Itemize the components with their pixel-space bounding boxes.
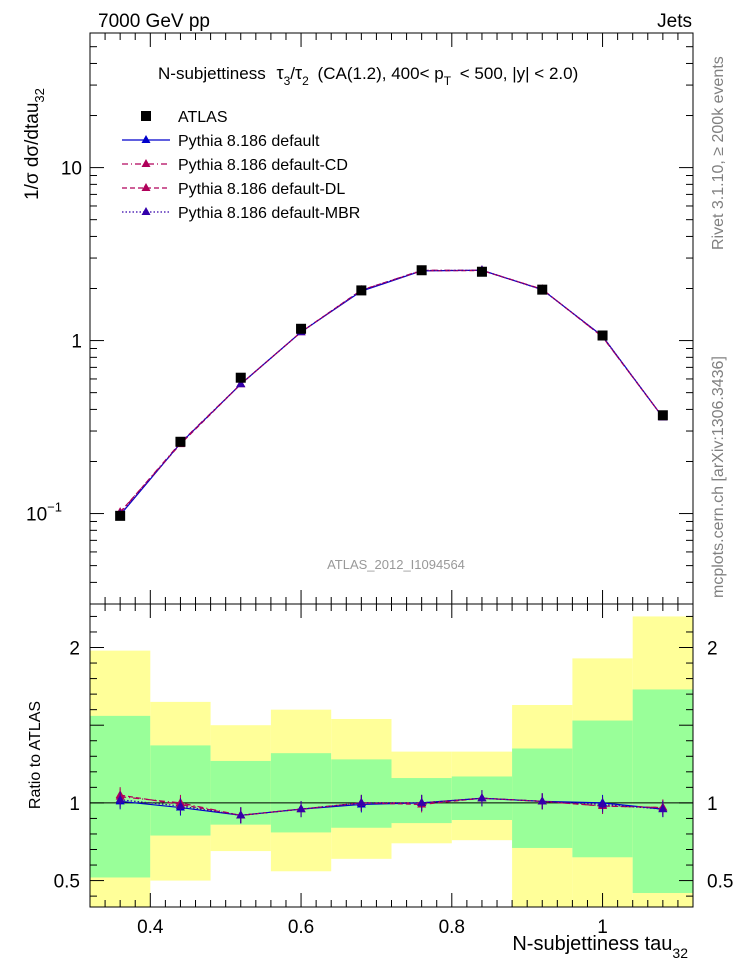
legend-label: Pythia 8.186 default-CD [178, 157, 348, 174]
atlas-data-point [235, 372, 246, 383]
legend-label: Pythia 8.186 default-MBR [178, 205, 360, 222]
analysis-id-label: ATLAS_2012_I1094564 [327, 557, 465, 572]
y-tick-label: 1 [71, 332, 82, 353]
uncertainty-band-green [331, 759, 392, 828]
ratio-y-tick-label-right: 0.5 [707, 872, 733, 893]
legend-marker-triangle [141, 135, 151, 143]
ratio-point-4 [296, 804, 306, 813]
legend-marker-triangle [141, 207, 151, 215]
ratio-point-4 [236, 810, 246, 819]
ratio-point-4 [115, 794, 125, 803]
main-title: N-subjettiness τ3/τ2 (CA(1.2), 400< pT <… [158, 63, 578, 89]
atlas-data-point [356, 285, 367, 296]
uncertainty-band-green [632, 689, 693, 894]
series-line-2 [119, 269, 664, 514]
legend-label: Pythia 8.186 default-DL [178, 181, 345, 198]
legend-label: Pythia 8.186 default [178, 133, 320, 150]
header-left-label: 7000 GeV pp [98, 11, 210, 32]
ratio-point-4 [658, 804, 668, 813]
x-tick-label: 0.8 [439, 917, 465, 938]
ratio-plot-panel: 0.5 0.5 1 1 2 2 0.4 0.6 0.8 1 Ratio to ATLAS N-s… [27, 603, 733, 961]
atlas-data-point [597, 330, 608, 341]
ratio-point-4 [417, 797, 427, 806]
x-tick-label: 0.4 [137, 917, 164, 938]
uncertainty-band-green [270, 753, 332, 833]
series-line-3 [119, 269, 664, 513]
series-line-4 [119, 269, 664, 515]
x-axis-label: N-subjettiness tau32 [512, 933, 688, 961]
atlas-data-point [657, 410, 668, 421]
legend-label: ATLAS [178, 109, 228, 126]
ratio-y-tick-label: 0.5 [54, 872, 80, 893]
y-tick-label: 10−1 [26, 500, 62, 526]
legend-marker-square [141, 111, 151, 121]
x-tick-label: 1 [597, 917, 608, 938]
main-plot-panel: 10−1 1 10 N-subjettiness τ3/τ2 (CA(1.2), 4… [22, 32, 694, 605]
ratio-y-tick-label-right: 2 [707, 639, 718, 660]
atlas-data-point [416, 265, 427, 276]
y-tick-label: 10 [61, 159, 82, 180]
series-line-1 [119, 269, 664, 516]
atlas-data-point [537, 284, 548, 295]
legend-marker-triangle [141, 183, 151, 191]
series-point-4 [236, 379, 246, 388]
legend: ATLAS Pythia 8.186 default Pythia 8.186 de… [122, 109, 360, 222]
header-right-label: Jets [657, 11, 692, 32]
uncertainty-band-green [572, 720, 633, 858]
ratio-line-4 [120, 797, 663, 816]
atlas-data-point [296, 323, 307, 334]
ratio-point-4 [537, 796, 547, 805]
uncertainty-band-green [150, 745, 211, 836]
atlas-data-point [476, 266, 487, 277]
ratio-point-4 [175, 801, 185, 809]
ratio-point-4 [598, 799, 608, 808]
ratio-point-4 [477, 793, 487, 802]
legend-marker-triangle [141, 159, 151, 167]
atlas-data-point [175, 436, 186, 447]
ratio-line-3 [120, 794, 663, 816]
x-tick-label: 0.6 [288, 917, 314, 938]
ratio-y-tick-label-right: 1 [707, 794, 718, 815]
main-y-axis-label: 1/σ dσ/dtau32 [22, 88, 47, 200]
ratio-y-tick-label: 1 [69, 794, 80, 815]
rivet-label: Rivet 3.1.10, ≥ 200k events [710, 56, 727, 250]
ratio-point-4 [356, 797, 366, 806]
ratio-y-axis-label: Ratio to ATLAS [27, 701, 44, 809]
ratio-y-tick-label: 2 [69, 639, 80, 660]
mcplots-label: mcplots.cern.ch [arXiv:1306.3436] [710, 356, 727, 598]
atlas-data-point [115, 510, 126, 521]
